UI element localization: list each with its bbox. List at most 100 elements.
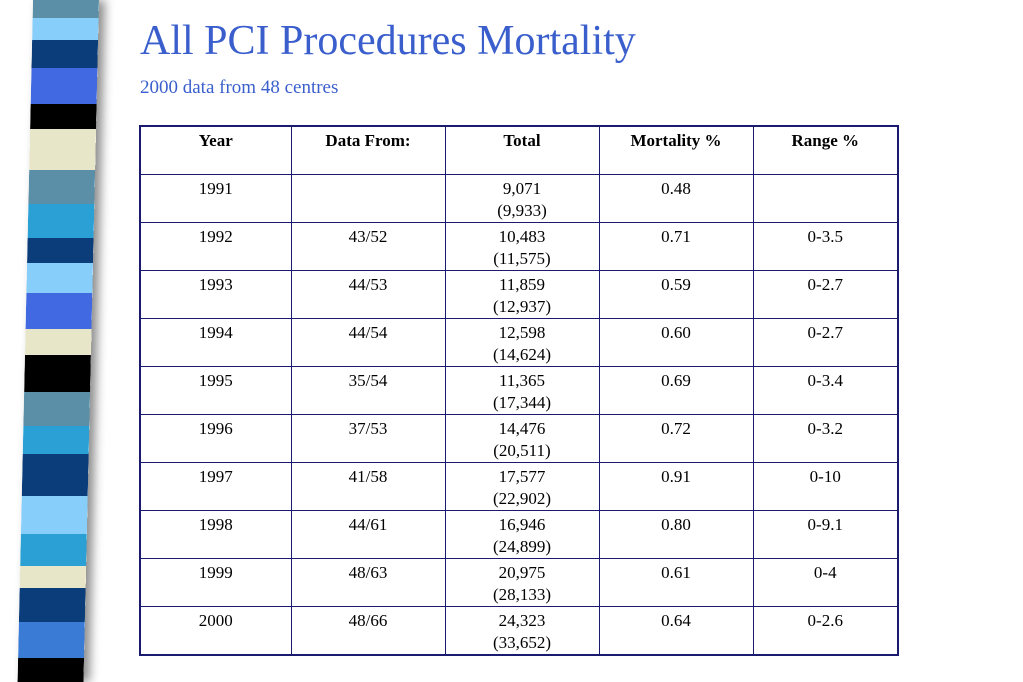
slide-subtitle: 2000 data from 48 centres (140, 77, 339, 98)
cell-mortality: 0.60 (598, 318, 754, 367)
table-row: 1998 44/61 16,946 (24,899) 0.80 0-9.1 (139, 510, 899, 559)
cell-year: 1998 (139, 510, 292, 559)
cell-total: 17,577 (22,902) (444, 462, 600, 511)
stripe-band (29, 129, 97, 170)
column-header-mortality: Mortality % (598, 125, 754, 175)
table-row: 1993 44/53 11,859 (12,937) 0.59 0-2.7 (139, 270, 899, 319)
cell-data-from: 43/52 (290, 222, 446, 271)
table-row: 1997 41/58 17,577 (22,902) 0.91 0-10 (139, 462, 899, 511)
cell-range: 0-4 (752, 558, 899, 607)
cell-mortality: 0.69 (598, 366, 754, 415)
slide-title: All PCI Procedures Mortality (140, 18, 636, 64)
stripe-band (17, 658, 85, 682)
total-value: 20,975 (498, 563, 546, 582)
cell-year: 1995 (139, 366, 292, 415)
cell-range: 0-3.4 (752, 366, 899, 415)
table-row: 1991 9,071 (9,933) 0.48 (139, 174, 899, 223)
cell-data-from: 48/63 (290, 558, 446, 607)
stripe-band (30, 104, 97, 129)
cell-total: 11,365 (17,344) (444, 366, 600, 415)
total-value: 11,365 (498, 371, 546, 390)
table-row: 1994 44/54 12,598 (14,624) 0.60 0-2.7 (139, 318, 899, 367)
cell-data-from: 35/54 (290, 366, 446, 415)
stripe-band (27, 204, 95, 238)
total-sub-value: (33,652) (492, 633, 552, 652)
total-sub-value: (11,575) (493, 249, 551, 268)
table-header-row: Year Data From: Total Mortality % Range … (139, 125, 899, 175)
stripe-band (19, 566, 87, 588)
cell-data-from: 44/53 (290, 270, 446, 319)
cell-total: 16,946 (24,899) (444, 510, 600, 559)
cell-range: 0-9.1 (752, 510, 899, 559)
stripe-band (23, 392, 91, 426)
cell-range: 0-3.5 (752, 222, 899, 271)
total-value: 24,323 (498, 611, 546, 630)
cell-year: 1997 (139, 462, 292, 511)
stripe-band (30, 68, 98, 104)
total-value: 17,577 (498, 467, 546, 486)
mortality-table: Year Data From: Total Mortality % Range … (139, 125, 899, 656)
column-header-year: Year (139, 125, 292, 175)
total-value: 12,598 (498, 323, 546, 342)
total-value: 10,483 (498, 227, 546, 246)
cell-year: 1996 (139, 414, 292, 463)
total-sub-value: (14,624) (492, 345, 552, 364)
cell-year: 2000 (139, 606, 292, 656)
table-row: 1999 48/63 20,975 (28,133) 0.61 0-4 (139, 558, 899, 607)
column-header-range: Range % (752, 125, 899, 175)
stripe-band (18, 588, 86, 622)
table-row: 1995 35/54 11,365 (17,344) 0.69 0-3.4 (139, 366, 899, 415)
stripe-band (25, 293, 93, 329)
total-sub-value: (20,511) (493, 441, 551, 460)
stripe-band (20, 534, 87, 566)
stripe-band (24, 329, 92, 355)
stripe-band (31, 40, 99, 68)
table-body: 1991 9,071 (9,933) 0.48 1992 43/52 10,483 (11,5… (139, 174, 899, 656)
cell-range (752, 174, 899, 223)
stripe-band (32, 0, 99, 18)
total-value: 14,476 (498, 419, 546, 438)
stripe-band (22, 426, 90, 454)
stripe-band (21, 454, 89, 496)
stripe-band (32, 18, 99, 40)
stripe-band (24, 355, 91, 392)
cell-mortality: 0.80 (598, 510, 754, 559)
cell-range: 0-10 (752, 462, 899, 511)
cell-range: 0-3.2 (752, 414, 899, 463)
table-row: 1996 37/53 14,476 (20,511) 0.72 0-3.2 (139, 414, 899, 463)
cell-data-from (290, 174, 446, 223)
total-sub-value: (28,133) (492, 585, 552, 604)
column-header-data-from: Data From: (290, 125, 446, 175)
cell-range: 0-2.6 (752, 606, 899, 656)
cell-data-from: 48/66 (290, 606, 446, 656)
cell-range: 0-2.7 (752, 270, 899, 319)
total-sub-value: (22,902) (492, 489, 552, 508)
cell-mortality: 0.64 (598, 606, 754, 656)
cell-total: 20,975 (28,133) (444, 558, 600, 607)
total-value: 9,071 (502, 179, 542, 198)
cell-year: 1999 (139, 558, 292, 607)
cell-mortality: 0.91 (598, 462, 754, 511)
total-value: 11,859 (498, 275, 546, 294)
stripe-band (18, 622, 85, 658)
cell-total: 11,859 (12,937) (444, 270, 600, 319)
decorative-stripe-bar (17, 0, 99, 682)
cell-range: 0-2.7 (752, 318, 899, 367)
stripe-band (28, 170, 96, 204)
cell-mortality: 0.71 (598, 222, 754, 271)
cell-total: 10,483 (11,575) (444, 222, 600, 271)
cell-total: 12,598 (14,624) (444, 318, 600, 367)
cell-mortality: 0.72 (598, 414, 754, 463)
table-row: 1992 43/52 10,483 (11,575) 0.71 0-3.5 (139, 222, 899, 271)
total-sub-value: (24,899) (492, 537, 552, 556)
cell-data-from: 37/53 (290, 414, 446, 463)
cell-mortality: 0.59 (598, 270, 754, 319)
stripe-band (27, 238, 94, 263)
total-sub-value: (9,933) (497, 201, 547, 220)
cell-total: 14,476 (20,511) (444, 414, 600, 463)
table-row: 2000 48/66 24,323 (33,652) 0.64 0-2.6 (139, 606, 899, 656)
total-value: 16,946 (498, 515, 546, 534)
cell-mortality: 0.48 (598, 174, 754, 223)
stripe-band (26, 263, 94, 293)
total-sub-value: (17,344) (492, 393, 552, 412)
